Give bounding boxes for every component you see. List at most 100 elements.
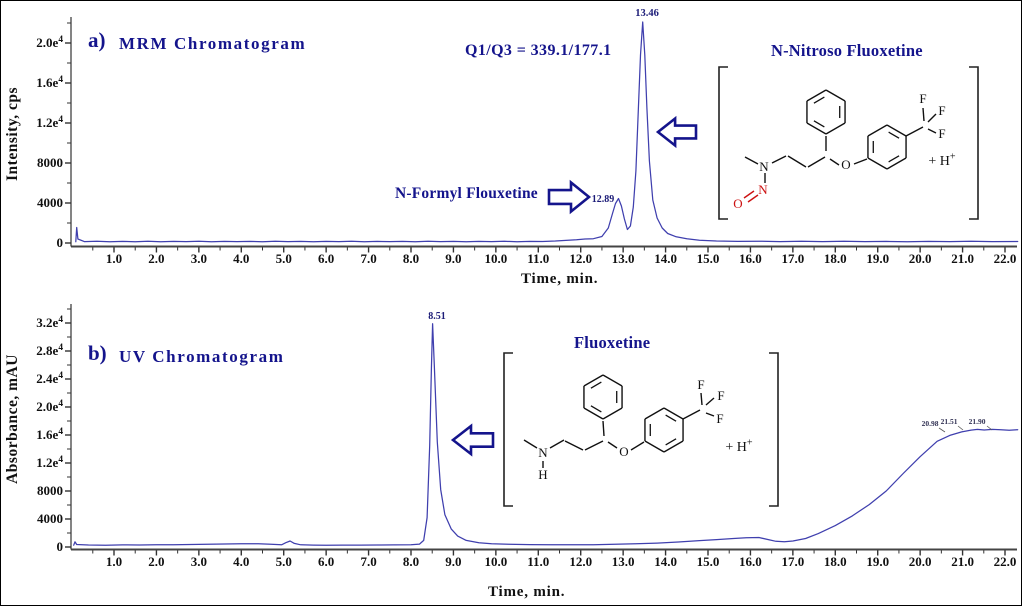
x-tick-label: 8.0 <box>403 251 419 266</box>
bond <box>743 190 755 199</box>
y-tick-label: 2.0e4 <box>36 399 63 414</box>
x-tick-label: 16.0 <box>739 251 762 266</box>
peak-label: 13.46 <box>635 8 659 19</box>
ring-bond <box>583 407 604 420</box>
ring-bond <box>867 157 888 170</box>
peak-label: 21.90 <box>969 417 986 426</box>
y-tick-label: 8000 <box>37 155 63 170</box>
y-tick-label: 0 <box>57 539 64 554</box>
atom-label: O <box>841 157 850 172</box>
ring-double-bond <box>813 96 825 104</box>
atom-label: F <box>697 377 704 392</box>
ring-bond <box>663 440 684 453</box>
x-tick-label: 5.0 <box>276 251 292 266</box>
y-tick-label: 1.2e4 <box>36 455 63 470</box>
atom-label: F <box>716 411 723 426</box>
bond <box>787 155 807 168</box>
bracket-left <box>718 66 728 220</box>
panel-b-xlabel: Time, min. <box>488 584 566 600</box>
panel-a-ylabel: Intensity, cps <box>4 87 21 181</box>
bond <box>682 409 701 420</box>
ring-bond <box>806 89 827 102</box>
x-tick-label: 10.0 <box>484 554 507 569</box>
x-tick-label: 19.0 <box>866 554 889 569</box>
ring-bond <box>806 122 827 135</box>
bond <box>549 439 565 449</box>
ring-bond <box>825 89 846 102</box>
x-tick-label: 7.0 <box>360 554 376 569</box>
x-tick-label: 12.0 <box>569 251 592 266</box>
y-tick-label: 2.0e4 <box>36 35 63 50</box>
ring-bond <box>886 124 907 137</box>
y-tick-label: 4000 <box>37 195 63 210</box>
bond <box>700 392 703 406</box>
atom-label: H <box>538 467 547 482</box>
panel-b-tag: b) <box>88 341 107 365</box>
x-tick-label: 22.0 <box>994 554 1017 569</box>
x-tick-label: 4.0 <box>233 554 249 569</box>
arrow-to-nformyl-peak <box>547 179 592 215</box>
x-tick-label: 17.0 <box>781 554 804 569</box>
ring-double-bond <box>888 155 900 163</box>
x-tick-label: 21.0 <box>951 251 974 266</box>
atom-label: F <box>938 103 945 118</box>
panel-a-xlabel: Time, min. <box>521 271 599 287</box>
leader-line <box>938 427 946 433</box>
bond <box>922 107 925 122</box>
y-tick-label: 2.4e4 <box>36 371 63 386</box>
ring-bond <box>663 407 684 420</box>
peak-label: 8.51 <box>428 311 446 322</box>
x-tick-label: 14.0 <box>654 251 677 266</box>
y-tick-label: 2.8e4 <box>36 343 63 358</box>
x-tick-label: 16.0 <box>739 554 762 569</box>
bond <box>927 113 937 123</box>
peak-label: 12.89 <box>592 194 615 205</box>
y-tick-label: 1.6e4 <box>36 427 63 442</box>
atom-label: N <box>538 445 548 460</box>
ring-double-bond <box>813 120 825 128</box>
ring-double-bond <box>590 405 602 413</box>
leader-line <box>957 425 964 431</box>
bond <box>905 126 924 137</box>
atom-label: F <box>938 126 945 141</box>
bond <box>744 156 759 165</box>
x-tick-label: 13.0 <box>612 251 635 266</box>
bracket-right <box>969 66 979 220</box>
x-tick-label: 18.0 <box>824 554 847 569</box>
ring-bond <box>825 122 846 135</box>
ring-bond <box>886 157 907 170</box>
bracket-left <box>503 352 513 507</box>
bond <box>807 156 826 168</box>
x-tick-label: 2.0 <box>148 251 164 266</box>
arrow-to-nitroso-peak <box>655 115 698 149</box>
ring-bond <box>644 440 665 453</box>
x-tick-label: 22.0 <box>994 251 1017 266</box>
atom-label: + H+ <box>725 438 753 455</box>
x-tick-label: 15.0 <box>697 251 720 266</box>
x-tick-label: 14.0 <box>654 554 677 569</box>
panel-a-arrow-label: N-Formyl Flouxetine <box>395 185 538 202</box>
leader-line <box>986 425 993 431</box>
atom-label: N <box>759 159 769 174</box>
x-tick-label: 20.0 <box>909 554 932 569</box>
bond <box>584 440 604 451</box>
x-tick-label: 19.0 <box>866 251 889 266</box>
atom-label: + H+ <box>928 152 956 169</box>
y-tick-label: 1.2e4 <box>36 115 63 130</box>
bond <box>523 439 538 449</box>
structure-b-title: Fluoxetine <box>574 333 651 352</box>
x-tick-label: 9.0 <box>445 554 461 569</box>
atom-label: N <box>758 182 768 197</box>
bond <box>747 194 759 203</box>
y-tick-label: 1.6e4 <box>36 75 63 90</box>
x-tick-label: 17.0 <box>781 251 804 266</box>
x-tick-label: 6.0 <box>318 251 334 266</box>
x-tick-label: 3.0 <box>191 251 207 266</box>
panel-b-title: UV Chromatogram <box>119 347 285 366</box>
bond <box>927 128 937 134</box>
ring-bond <box>867 124 888 137</box>
bond <box>853 158 868 165</box>
x-tick-label: 6.0 <box>318 554 334 569</box>
